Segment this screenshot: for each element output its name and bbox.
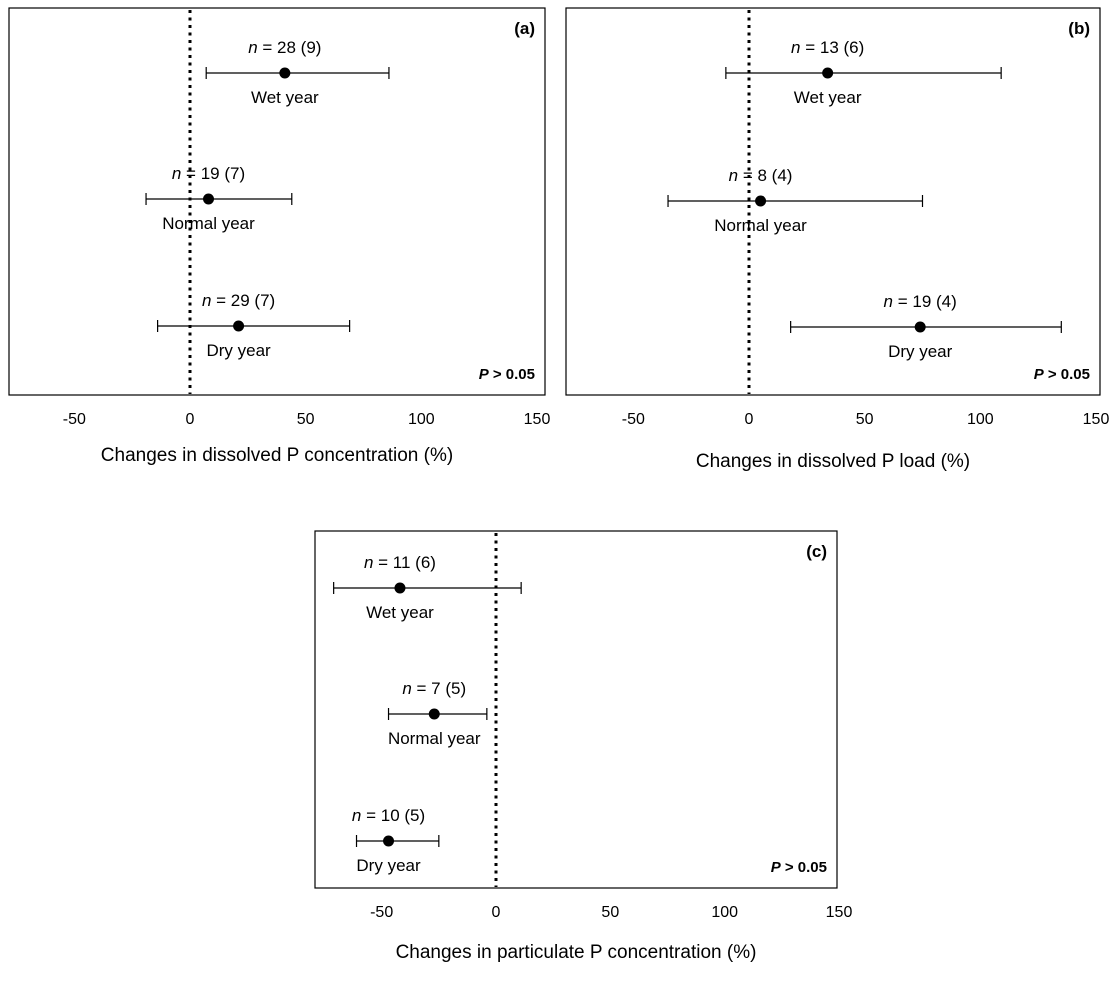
n-label: n = 28 (9) [248,38,321,57]
x-tick-label: -50 [622,411,645,428]
data-point-marker [203,193,215,205]
n-label: n = 19 (4) [884,292,957,311]
significance-label: P > 0.05 [1034,366,1090,383]
group-label: Normal year [162,214,255,233]
panel-label: (a) [514,19,535,38]
chart-panel-3: (c) P > 0.05 -50 0 50 100 150 Changes in partic… [314,530,853,963]
x-axis-label: Changes in dissolved P load (%) [696,451,970,472]
n-label: n = 7 (5) [402,679,466,698]
x-tick-label: 100 [711,904,738,921]
x-tick-label: -50 [370,904,393,921]
group-label: Dry year [356,856,421,875]
n-label: n = 19 (7) [172,164,245,183]
significance-label: P > 0.05 [771,859,827,876]
panel-label: (b) [1068,19,1090,38]
significance-label: P > 0.05 [479,366,535,383]
group-label: Dry year [206,341,271,360]
group-label: Wet year [794,88,862,107]
data-point-group: n = 8 (4) Normal year [667,166,924,235]
x-tick-label: 150 [826,904,853,921]
x-tick-label: 0 [492,904,501,921]
x-axis-label: Changes in dissolved P concentration (%) [101,445,453,466]
data-point-group: n = 19 (4) Dry year [790,292,1062,361]
x-tick-label: 50 [297,411,315,428]
data-point-group: n = 7 (5) Normal year [387,679,488,748]
data-point-marker [279,67,291,79]
data-point-marker [428,708,440,720]
data-point-group: n = 28 (9) Wet year [205,38,390,107]
data-point-marker [233,320,245,332]
plot-frame [8,7,546,396]
x-tick-label: 0 [186,411,195,428]
n-label: n = 11 (6) [364,553,436,572]
data-point-marker [383,835,395,847]
panel-label: (c) [806,542,827,561]
data-point-marker [822,67,834,79]
data-point-group: n = 13 (6) Wet year [725,38,1002,107]
plot-frame [314,530,838,889]
n-label: n = 8 (4) [729,166,793,185]
group-label: Dry year [888,342,953,361]
x-tick-label: 50 [601,904,619,921]
x-axis-label: Changes in particulate P concentration (… [396,942,757,963]
data-point-marker [755,195,767,207]
x-tick-label: 100 [967,411,994,428]
n-label: n = 10 (5) [352,806,425,825]
data-point-marker [914,321,926,333]
data-point-group: n = 29 (7) Dry year [157,291,351,360]
chart-panel-2: (b) P > 0.05 -50 0 50 100 150 Changes in dissol… [565,7,1110,472]
group-label: Wet year [366,603,434,622]
group-label: Wet year [251,88,319,107]
x-tick-label: 50 [856,411,874,428]
data-point-group: n = 11 (6) Wet year [333,553,522,622]
n-label: n = 29 (7) [202,291,275,310]
x-tick-label: 100 [408,411,435,428]
x-tick-label: 150 [524,411,551,428]
data-point-group: n = 10 (5) Dry year [352,806,440,875]
x-tick-label: -50 [63,411,86,428]
group-label: Normal year [714,216,807,235]
x-tick-label: 0 [745,411,754,428]
plot-frame [565,7,1101,396]
group-label: Normal year [388,729,481,748]
x-tick-label: 150 [1083,411,1110,428]
data-point-marker [394,582,406,594]
data-point-group: n = 19 (7) Normal year [145,164,293,233]
n-label: n = 13 (6) [791,38,864,57]
chart-panel-1: (a) P > 0.05 -50 0 50 100 150 Changes in dissol… [8,7,551,466]
